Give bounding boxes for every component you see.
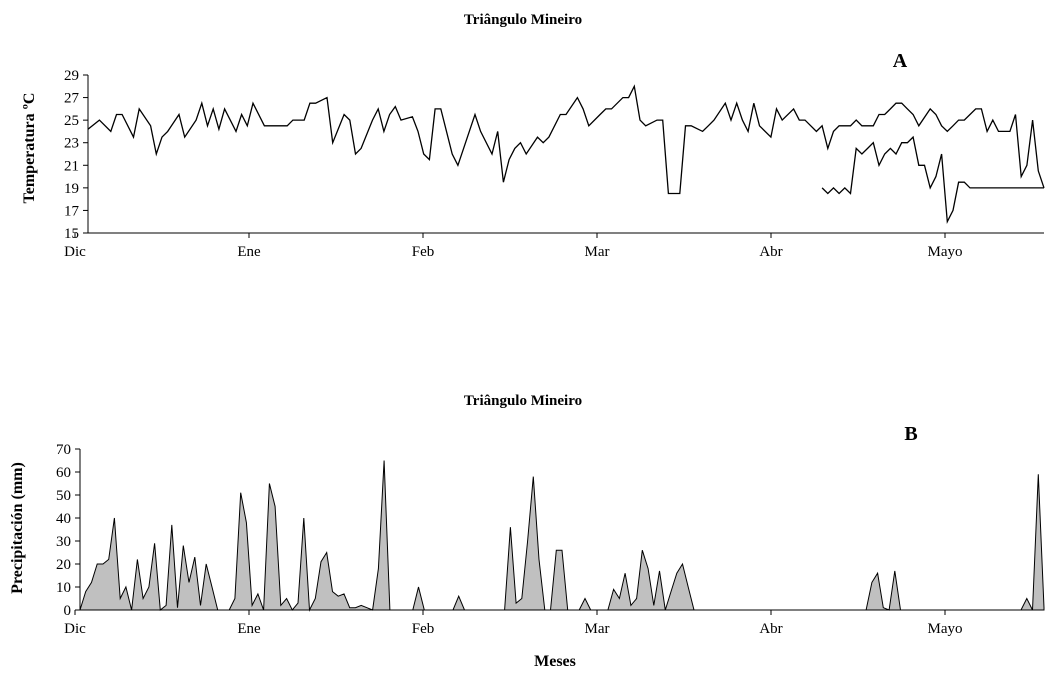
y-tick-label: 15 xyxy=(64,226,79,242)
y-tick-label: 0 xyxy=(64,603,72,619)
x-tick-label: Mar xyxy=(585,244,610,260)
precipitation-x-ticks: Dic Ene Feb Mar Abr Mayo xyxy=(64,610,963,637)
x-tick-label: Ene xyxy=(237,621,261,637)
precipitation-axes xyxy=(79,449,1044,611)
y-tick-label: 27 xyxy=(64,91,80,107)
y-tick-label: 20 xyxy=(56,557,71,573)
y-tick-label: 29 xyxy=(64,68,79,84)
y-tick-label: 25 xyxy=(64,113,79,129)
y-tick-label: 70 xyxy=(56,442,71,458)
x-tick-label: Abr xyxy=(759,244,782,260)
x-tick-label: Mayo xyxy=(928,244,963,260)
temperature-series-line xyxy=(87,84,1045,195)
precipitation-y-axis-label: Precipitación (mm) xyxy=(9,462,26,594)
x-tick-label: Mayo xyxy=(928,621,963,637)
precipitation-series-area xyxy=(79,460,1045,612)
precipitation-x-axis-label: Meses xyxy=(534,653,576,670)
temperature-series-line-may xyxy=(821,135,1044,225)
temperature-y-ticks: 15 17 19 21 23 25 27 29 xyxy=(64,68,88,242)
y-tick-label: 19 xyxy=(64,181,79,197)
y-tick-label: 17 xyxy=(64,203,80,219)
panel-label-b: B xyxy=(904,423,917,445)
x-tick-label: Abr xyxy=(759,621,782,637)
x-tick-label: Ene xyxy=(237,244,261,260)
y-tick-label: 60 xyxy=(56,465,71,481)
y-tick-label: 30 xyxy=(56,534,71,550)
precipitation-y-ticks: 0 10 20 30 40 50 60 70 xyxy=(56,442,80,619)
y-tick-label: 23 xyxy=(64,136,79,152)
x-tick-label: Mar xyxy=(585,621,610,637)
temperature-chart-title: Triângulo Mineiro xyxy=(464,12,582,28)
precipitation-panel: Triângulo Mineiro B Precipitación (mm) M… xyxy=(9,393,1045,670)
x-tick-label: Feb xyxy=(412,244,435,260)
panel-label-a: A xyxy=(893,50,908,72)
temperature-x-ticks: Dic Ene Feb Mar Abr Mayo xyxy=(64,233,963,260)
precipitation-chart-title: Triângulo Mineiro xyxy=(464,393,582,409)
temperature-axes xyxy=(87,75,1044,234)
x-tick-label: Feb xyxy=(412,621,435,637)
temperature-y-axis-label: Temperatura ºC xyxy=(21,93,38,204)
x-tick-label: Dic xyxy=(64,244,86,260)
y-tick-label: 21 xyxy=(64,158,79,174)
y-tick-label: 50 xyxy=(56,488,71,504)
y-tick-label: 10 xyxy=(56,580,71,596)
x-tick-label: Dic xyxy=(64,621,86,637)
temperature-panel: Triângulo Mineiro A Temperatura ºC 15171… xyxy=(21,12,1045,260)
y-tick-label: 40 xyxy=(56,511,71,527)
